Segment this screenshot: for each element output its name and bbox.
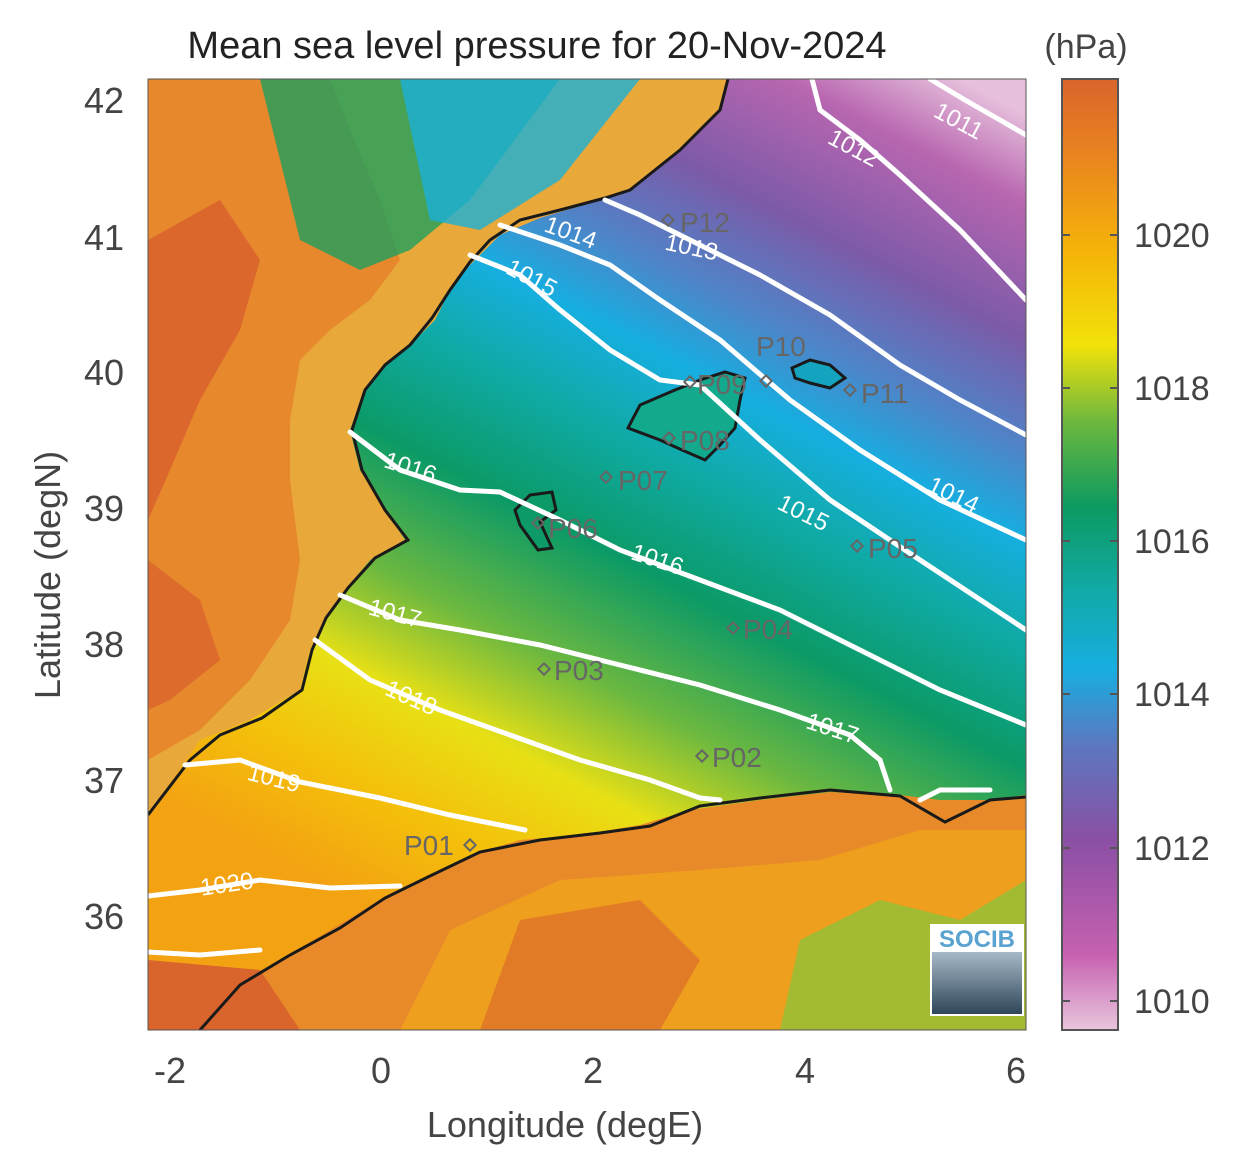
map-title: Mean sea level pressure for 20-Nov-2024 <box>187 25 886 67</box>
station-label: P12 <box>680 207 730 238</box>
isobar-1011 <box>927 79 1026 138</box>
isobar-1019 <box>182 757 528 833</box>
station-marker <box>530 515 546 531</box>
station-marker <box>842 382 858 398</box>
y-tick-label: 42 <box>84 80 124 121</box>
y-tick-label: 39 <box>84 488 124 529</box>
y-tick-label: 40 <box>84 352 124 393</box>
colorbar-tick-label: 1012 <box>1134 830 1210 868</box>
station-p02: P02 <box>694 742 762 773</box>
colorbar-tick-label: 1010 <box>1134 983 1210 1021</box>
station-marker <box>660 212 676 228</box>
isobar-1014 <box>497 222 1026 543</box>
station-marker <box>536 661 552 677</box>
y-tick-label: 38 <box>84 624 124 665</box>
x-tick-label: -2 <box>154 1050 186 1091</box>
station-label: P04 <box>743 614 793 645</box>
colorbar-tick-label: 1020 <box>1134 217 1210 255</box>
x-tick-label: 6 <box>1006 1050 1026 1091</box>
colorbar: (hPa) 1020 1018 1016 1014 1012 1010 <box>1044 28 1210 1031</box>
socib-logo: SOCIB <box>930 924 1024 1016</box>
colorbar-tick-label: 1018 <box>1134 370 1210 408</box>
iberia-coastline <box>148 79 730 816</box>
isobar-1020 <box>148 877 403 899</box>
station-marker <box>661 430 677 446</box>
station-marker <box>462 837 478 853</box>
isobar-1016 <box>347 429 1026 728</box>
station-p07: P07 <box>598 465 668 496</box>
isobar-1018 <box>312 637 723 803</box>
x-tick-label: 2 <box>583 1050 603 1091</box>
station-p12: P12 <box>660 207 730 238</box>
station-label: P11 <box>861 378 909 409</box>
colorbar-tick-marks <box>1062 234 1118 1002</box>
colorbar-unit: (hPa) <box>1044 28 1127 66</box>
x-axis: -2 0 2 4 6 <box>154 1050 1026 1091</box>
station-p05: P05 <box>849 533 918 564</box>
station-label: P07 <box>618 465 668 496</box>
isobars <box>148 79 1026 958</box>
isobar-1015 <box>467 252 1026 633</box>
x-axis-label: Longitude (degE) <box>427 1104 703 1145</box>
plot-frame <box>147 78 1027 1031</box>
station-label: P09 <box>697 369 747 400</box>
logo-wave-panel <box>932 952 1022 1014</box>
stations: P01 P02 P03 P04 P05 P06 P07 P08 P09 P10 … <box>404 207 918 861</box>
pyrenees-region <box>400 79 640 230</box>
station-label: P02 <box>712 742 762 773</box>
isobar-1020-south <box>148 947 263 958</box>
y-tick-label: 36 <box>84 896 124 937</box>
station-label: P08 <box>680 425 730 456</box>
station-label: P01 <box>404 830 454 861</box>
x-tick-label: 4 <box>795 1050 815 1091</box>
station-marker <box>725 620 741 636</box>
africa-rif <box>148 960 300 1030</box>
station-marker <box>849 538 865 554</box>
mallorca-island <box>625 370 747 462</box>
logo-text: SOCIB <box>939 926 1015 953</box>
station-p09: P09 <box>682 369 747 400</box>
y-axis: 42 41 40 39 38 37 36 <box>84 80 124 937</box>
station-label: P10 <box>756 331 806 362</box>
iberia-plateau <box>148 200 260 520</box>
colorbar-tick-label: 1016 <box>1134 523 1210 561</box>
menorca-island <box>790 358 848 390</box>
station-label: P06 <box>548 513 598 544</box>
station-p01: P01 <box>404 830 478 861</box>
africa-atlas <box>480 900 700 1030</box>
y-tick-label: 41 <box>84 217 124 258</box>
station-marker <box>758 373 774 389</box>
isobar-1013 <box>602 197 1026 438</box>
station-marker <box>694 748 710 764</box>
x-tick-label: 0 <box>371 1050 391 1091</box>
station-label: P03 <box>554 655 604 686</box>
station-p04: P04 <box>725 614 793 645</box>
station-p03: P03 <box>536 655 604 686</box>
africa-coastline <box>198 788 1026 1030</box>
station-p08: P08 <box>661 425 730 456</box>
station-marker <box>598 469 614 485</box>
plot-area: 1011 1012 1013 1014 1015 1016 1017 1018 … <box>148 79 1026 1030</box>
isobar-1012 <box>809 79 1026 303</box>
station-p10: P10 <box>756 331 806 389</box>
station-label: P05 <box>868 533 918 564</box>
station-p11: P11 <box>842 378 909 409</box>
colorbar-tick-label: 1014 <box>1134 676 1210 714</box>
station-p06: P06 <box>530 513 598 544</box>
y-axis-label: Latitude (degN) <box>27 451 68 699</box>
isobar-1017-east <box>917 787 993 803</box>
isobar-1017 <box>337 592 893 793</box>
iberia-mountains <box>148 560 220 710</box>
station-marker <box>682 374 698 390</box>
y-tick-label: 37 <box>84 760 124 801</box>
colorbar-scale <box>1061 78 1119 1031</box>
